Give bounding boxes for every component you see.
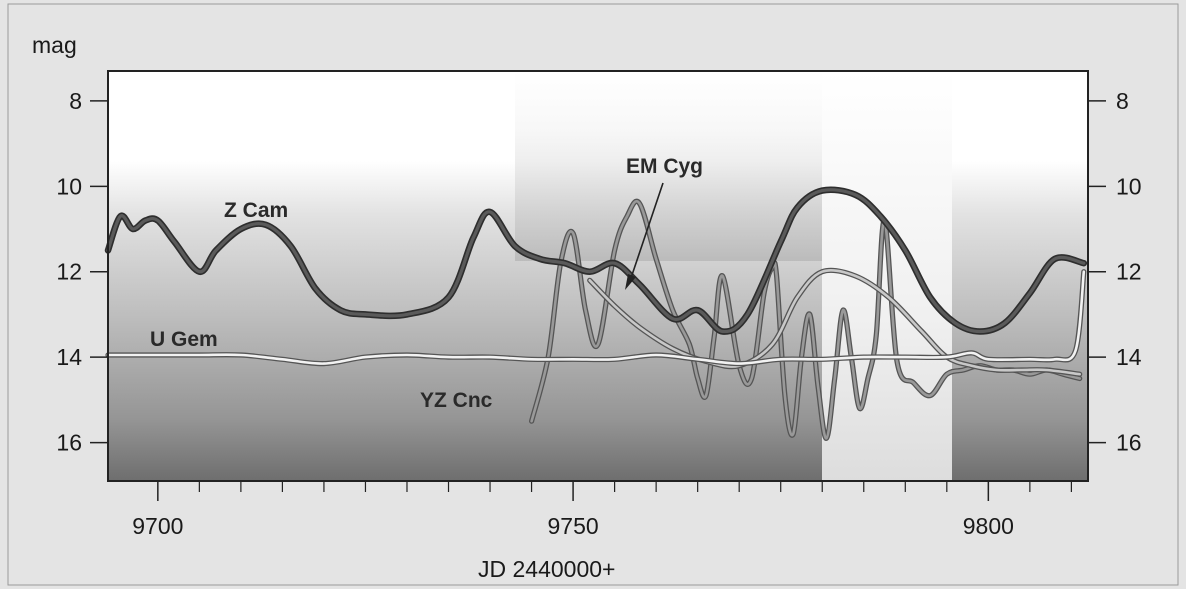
- series-u-gem: [105, 269, 1087, 367]
- y-tick-label-left-8: 8: [69, 88, 82, 114]
- series-em-cyg: [587, 267, 1083, 377]
- label-u-gem: U Gem: [150, 328, 218, 351]
- x-axis-title: JD 2440000+: [478, 556, 615, 582]
- plot-frame: [107, 70, 1089, 482]
- y-tick-label-left-16: 16: [56, 430, 82, 456]
- y-tick-label-left-12: 12: [56, 259, 82, 285]
- y-tick-label-right-8: 8: [1116, 88, 1129, 114]
- x-tick-label-9800: 9800: [963, 513, 1014, 539]
- label-yz-cnc: YZ Cnc: [420, 389, 493, 412]
- y-axis-title: mag: [32, 32, 77, 58]
- em-cyg-arrow-head: [625, 274, 636, 290]
- series-line-u-gem: [106, 270, 1086, 365]
- series-line-yz-cnc: [530, 200, 1081, 440]
- y-tick-label-right-16: 16: [1116, 430, 1142, 456]
- em-cyg-arrow-line: [630, 182, 664, 279]
- label-z-cam: Z Cam: [224, 199, 288, 222]
- y-tick-label-left-10: 10: [56, 173, 82, 199]
- x-tick-label-9700: 9700: [132, 513, 183, 539]
- y-tick-label-right-12: 12: [1116, 259, 1142, 285]
- axis-titles: mag JD 2440000+: [32, 32, 615, 582]
- series-z-cam: [104, 186, 1088, 335]
- series-labels: Z Cam U Gem YZ Cnc EM Cyg: [150, 155, 703, 412]
- y-tick-label-left-14: 14: [56, 344, 82, 370]
- series-line-em-cyg: [588, 268, 1081, 376]
- plot-background: [108, 71, 1088, 481]
- x-tick-label-9750: 9750: [547, 513, 598, 539]
- series-yz-cnc: [529, 198, 1083, 441]
- light-band: [822, 71, 952, 481]
- y-tick-label-right-14: 14: [1116, 344, 1142, 370]
- series-line-z-cam: [106, 188, 1086, 334]
- label-em-cyg: EM Cyg: [626, 155, 703, 178]
- y-tick-label-right-10: 10: [1116, 173, 1142, 199]
- axis-layer: 8 8 10 10 12 12 14 14 16 16 9700 9750 9800: [56, 88, 1141, 539]
- series-layer: [104, 186, 1088, 441]
- figure-frame: [7, 3, 1179, 586]
- light-band-upper: [515, 71, 825, 261]
